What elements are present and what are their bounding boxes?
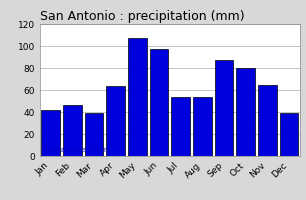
Bar [237, 68, 255, 156]
Text: www.allmetsat.com: www.allmetsat.com [42, 147, 111, 153]
Bar [85, 113, 103, 156]
Bar [150, 49, 168, 156]
Bar [193, 97, 211, 156]
Bar [41, 110, 60, 156]
Bar [171, 97, 190, 156]
Bar [106, 86, 125, 156]
Bar [63, 105, 81, 156]
Text: San Antonio : precipitation (mm): San Antonio : precipitation (mm) [40, 10, 244, 23]
Bar [258, 84, 277, 156]
Bar [128, 38, 147, 156]
Bar [280, 113, 298, 156]
Bar [215, 60, 233, 156]
